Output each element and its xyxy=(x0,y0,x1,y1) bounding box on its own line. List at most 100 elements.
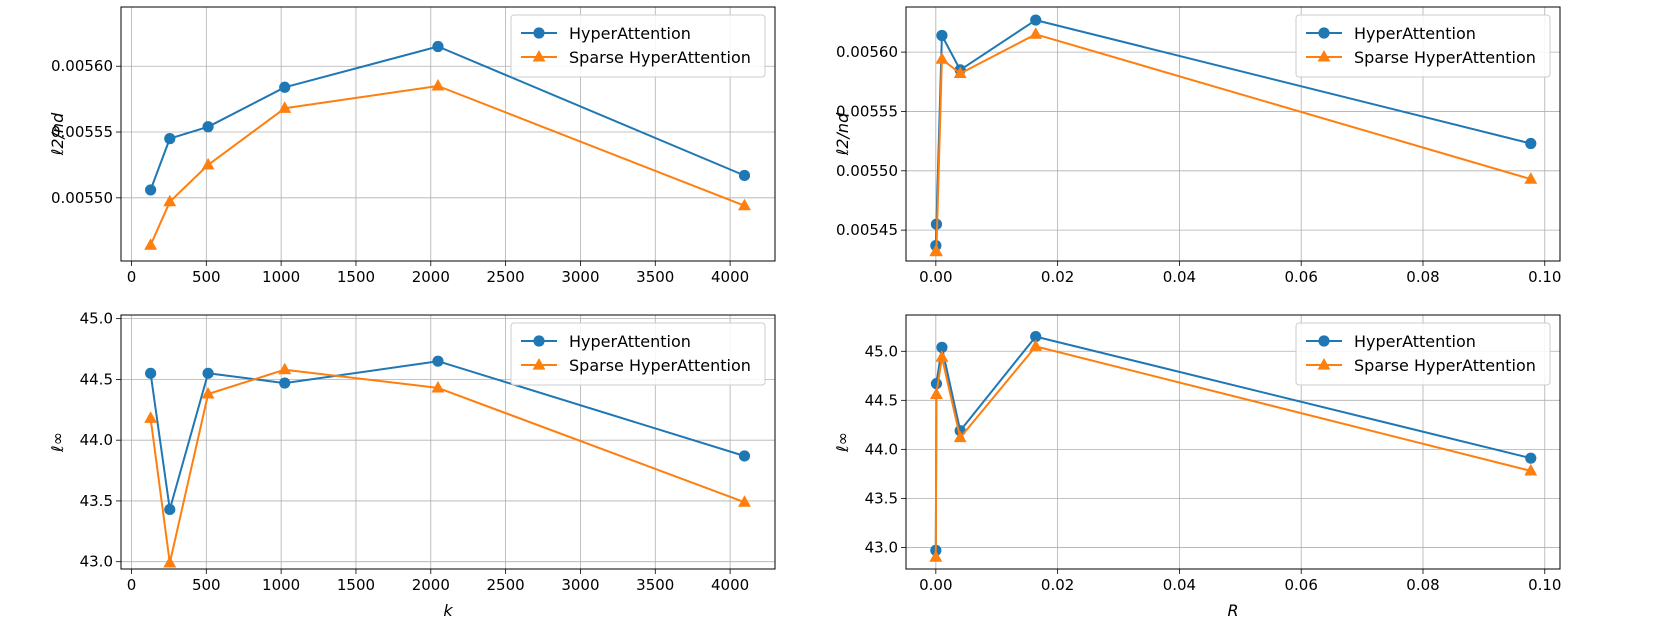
x-tick-label: 0.00 xyxy=(919,268,952,286)
data-point xyxy=(935,350,949,362)
y-axis-label: ℓ2/nd xyxy=(48,112,67,156)
series-sparse-hyperattention xyxy=(929,27,1538,257)
legend-marker xyxy=(1318,335,1330,347)
y-tick-label: 0.00560 xyxy=(836,43,898,61)
legend-entry: HyperAttention xyxy=(569,24,691,43)
x-tick-label: 1500 xyxy=(337,576,375,594)
data-point xyxy=(738,450,751,462)
panel-top-right: 0.00 0.02 0.04 0.06 0.08 0.10 0.00545 0.00550 0.… xyxy=(833,6,1561,286)
data-point xyxy=(929,550,943,562)
data-point xyxy=(432,355,444,367)
y-axis-label: ℓ∞ xyxy=(833,432,852,453)
legend-box xyxy=(510,322,766,386)
data-point xyxy=(935,52,949,64)
data-point xyxy=(431,79,445,91)
data-point xyxy=(1030,14,1042,26)
data-point xyxy=(953,66,967,78)
data-point xyxy=(1030,330,1042,343)
legend-marker xyxy=(532,50,546,62)
x-tick-label: 0.06 xyxy=(1284,268,1317,286)
legend-entry: Sparse HyperAttention xyxy=(1354,356,1536,375)
legend: HyperAttention Sparse HyperAttention xyxy=(510,322,766,386)
y-tick-label: 44.0 xyxy=(865,440,898,458)
data-point xyxy=(164,503,176,516)
legend-box xyxy=(1295,322,1551,386)
data-point xyxy=(930,387,943,399)
x-tick-label: 4000 xyxy=(711,268,749,286)
data-point xyxy=(431,380,445,393)
y-tick-label: 43.0 xyxy=(80,553,113,571)
y-tick-label: 0.00555 xyxy=(51,123,113,141)
y-tick-label: 0.00545 xyxy=(836,221,898,239)
x-tick-label: 0.04 xyxy=(1163,268,1196,286)
series-line xyxy=(149,360,745,511)
data-point xyxy=(163,555,177,568)
legend-box xyxy=(510,14,766,78)
data-point xyxy=(930,244,943,257)
x-tick-label: 1000 xyxy=(262,576,300,594)
legend: HyperAttention Sparse HyperAttention xyxy=(1295,322,1551,386)
legend-marker xyxy=(1318,27,1330,39)
axes-frame xyxy=(905,6,1561,262)
x-tick-label: 0.08 xyxy=(1406,268,1439,286)
y-tick-label: 44.0 xyxy=(80,431,113,449)
data-point xyxy=(738,495,751,507)
data-point xyxy=(202,367,214,379)
y-tick-label: 45.0 xyxy=(865,342,898,360)
series-sparse-hyperattention xyxy=(144,362,751,568)
axes-frame xyxy=(120,6,776,262)
data-point xyxy=(953,430,967,443)
y-tick-label: 43.0 xyxy=(865,538,898,556)
series-hyperattention xyxy=(145,40,751,196)
x-tick-label: 500 xyxy=(192,576,221,594)
x-tick-label: 1500 xyxy=(337,268,375,286)
x-axis-label: k xyxy=(443,601,453,620)
legend-entry: Sparse HyperAttention xyxy=(569,48,751,67)
data-point xyxy=(278,362,292,375)
legend-marker xyxy=(533,335,545,347)
data-point xyxy=(202,121,214,133)
x-tick-label: 2500 xyxy=(487,268,525,286)
legend-entry: Sparse HyperAttention xyxy=(569,356,751,375)
y-axis-label: ℓ2/nd xyxy=(833,112,852,156)
data-point xyxy=(163,194,177,207)
data-point xyxy=(145,184,157,196)
data-point xyxy=(1525,452,1537,464)
data-point xyxy=(1029,339,1043,351)
data-point xyxy=(279,81,291,93)
legend-marker xyxy=(532,358,546,370)
data-point xyxy=(144,238,158,250)
axes-frame xyxy=(120,314,776,570)
x-tick-label: 0.08 xyxy=(1406,576,1439,594)
series-line xyxy=(149,368,745,564)
series-line xyxy=(149,45,745,191)
x-tick-label: 3500 xyxy=(636,576,674,594)
x-axis-label: R xyxy=(1227,601,1238,620)
legend-entry: HyperAttention xyxy=(569,332,691,351)
data-point xyxy=(1524,463,1538,476)
legend-box xyxy=(1295,14,1551,78)
legend-marker xyxy=(533,27,545,39)
data-point xyxy=(145,367,157,379)
x-tick-label: 0 xyxy=(127,268,137,286)
y-tick-label: 0.00555 xyxy=(836,102,898,120)
data-point xyxy=(201,157,215,170)
y-tick-label: 0.00560 xyxy=(51,57,113,75)
y-tick-label: 43.5 xyxy=(80,492,113,510)
data-point xyxy=(936,341,948,353)
data-point xyxy=(738,198,751,211)
data-point xyxy=(164,133,176,145)
legend-entry: Sparse HyperAttention xyxy=(1354,48,1536,67)
panel-top-left: 0 500 1000 1500 2000 2500 3000 3500 4000 0.00550 0… xyxy=(48,6,776,286)
x-tick-label: 2000 xyxy=(412,268,450,286)
series-hyperattention xyxy=(145,355,751,516)
data-point xyxy=(1029,27,1043,39)
x-tick-label: 500 xyxy=(192,268,221,286)
legend-marker xyxy=(1317,50,1331,62)
panel-bottom-right: 0.00 0.02 0.04 0.06 0.08 0.10 43.0 43.5 44.0 44.5… xyxy=(833,314,1561,620)
y-tick-label: 43.5 xyxy=(865,489,898,507)
data-point xyxy=(936,29,948,42)
y-tick-label: 44.5 xyxy=(80,370,113,388)
legend: HyperAttention Sparse HyperAttention xyxy=(1295,14,1551,78)
